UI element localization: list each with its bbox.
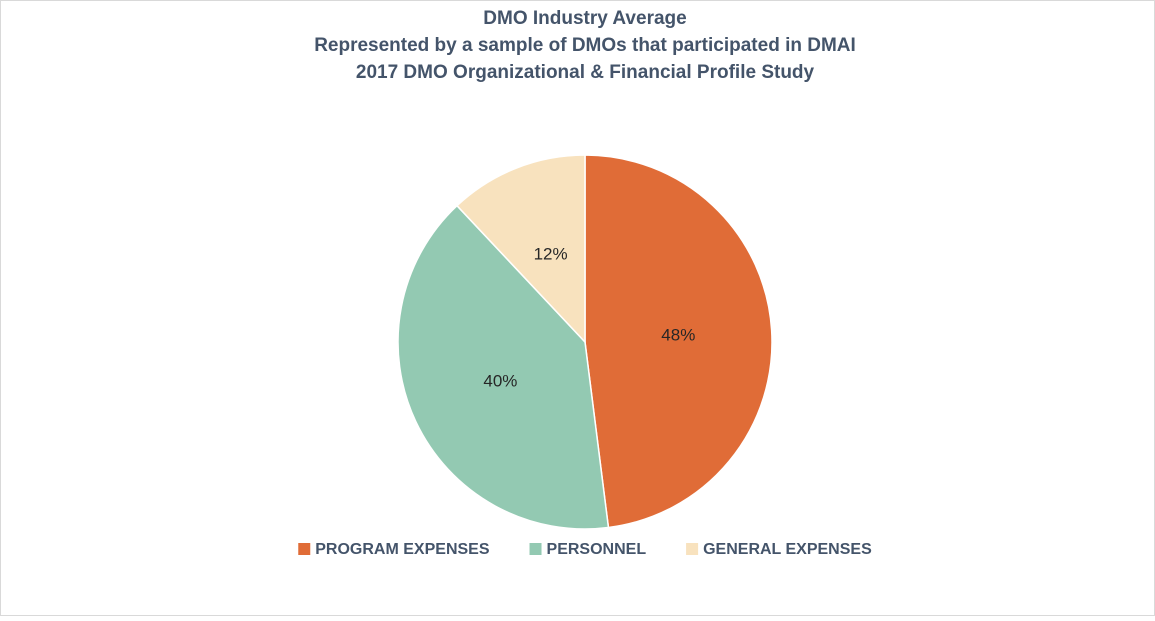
legend-label: PERSONNEL: [547, 541, 647, 558]
legend-label: GENERAL EXPENSES: [703, 541, 872, 558]
pie-slice: [455, 154, 586, 344]
pie-slice: [584, 154, 773, 529]
slice-label: 12%: [534, 245, 568, 264]
legend-label: PROGRAM EXPENSES: [315, 541, 490, 558]
chart-subtitle: 2017 DMO Organizational & Financial Prof…: [356, 62, 815, 83]
slice-label: 40%: [483, 371, 517, 390]
pie-slice: [397, 204, 610, 530]
legend-swatch: [686, 543, 699, 555]
chart-title: DMO Industry Average: [483, 8, 686, 29]
chart-subtitle: Represented by a sample of DMOs that par…: [314, 35, 856, 56]
legend-swatch: [298, 543, 311, 555]
slice-label: 48%: [661, 326, 695, 345]
legend-swatch: [529, 543, 542, 555]
